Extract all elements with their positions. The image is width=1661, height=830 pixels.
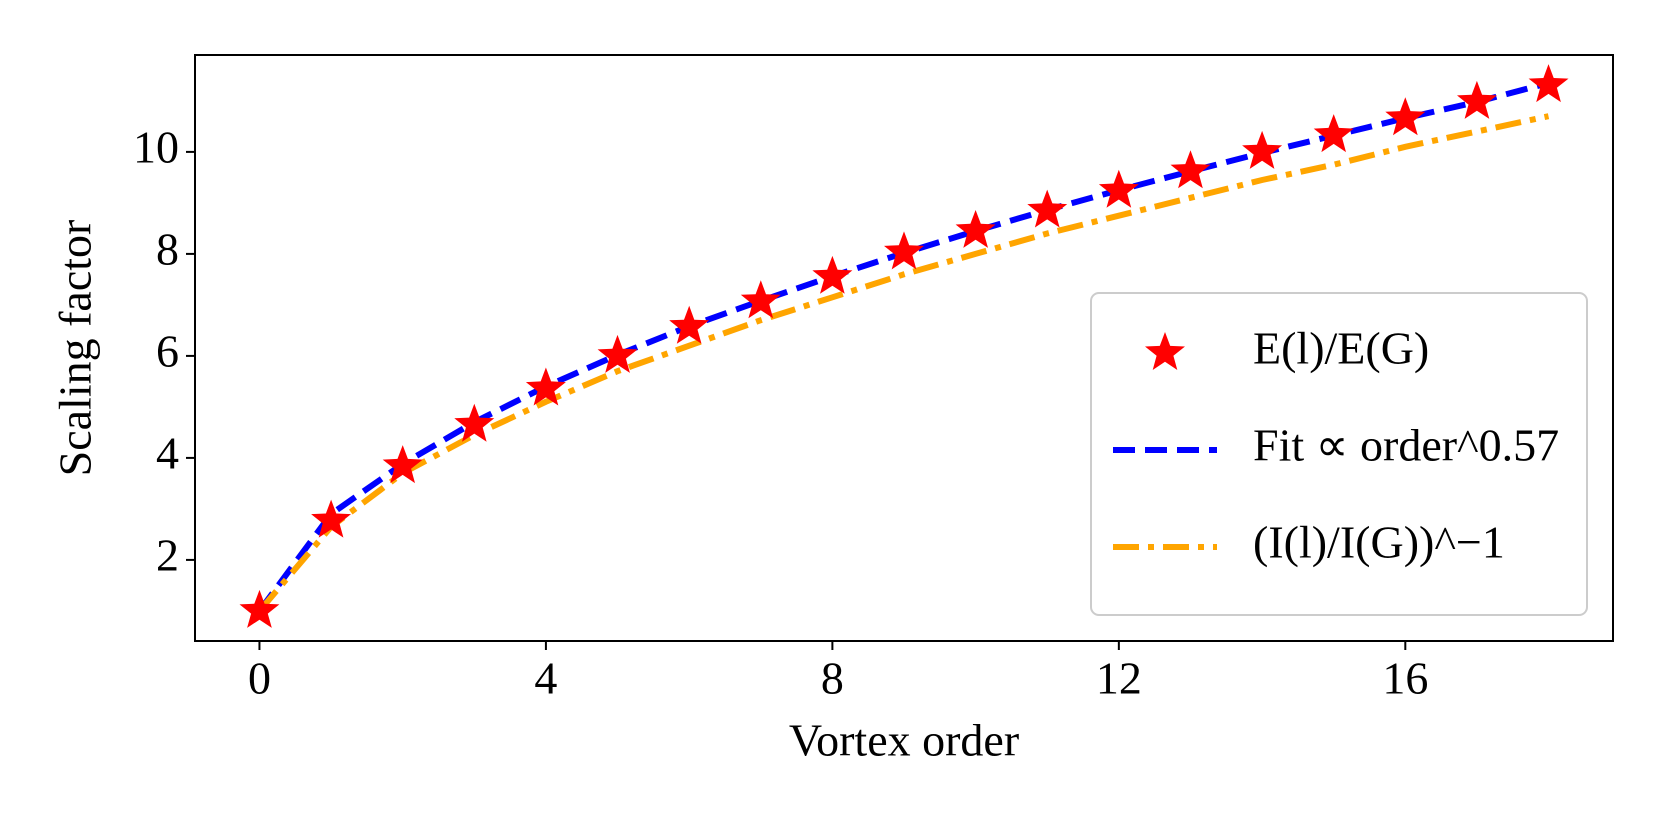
x-tick-label: 8 [821, 653, 844, 704]
x-tick-label: 0 [248, 653, 271, 704]
star-marker [1170, 150, 1211, 189]
star-marker [812, 255, 853, 294]
star-marker [740, 280, 781, 319]
star-marker [1098, 169, 1139, 208]
star-marker [1385, 97, 1426, 136]
x-tick-label: 12 [1096, 653, 1142, 704]
y-tick-label: 6 [156, 325, 179, 376]
legend-label: E(l)/E(G) [1253, 323, 1429, 374]
y-tick-label: 4 [156, 427, 179, 478]
star-marker [1242, 130, 1283, 169]
star-marker [1457, 80, 1497, 119]
star-marker [884, 231, 924, 270]
series-line [257, 113, 1550, 613]
x-axis-label: Vortex order [789, 715, 1019, 766]
legend-label: (I(l)/I(G))^−1 [1253, 517, 1505, 568]
x-tick-label: 4 [534, 653, 557, 704]
y-tick-label: 10 [133, 121, 179, 172]
star-marker [454, 403, 495, 442]
star-marker [1528, 64, 1569, 103]
star-marker [669, 305, 710, 344]
star-marker [382, 445, 423, 484]
x-tick-label: 16 [1382, 653, 1428, 704]
y-axis-label: Scaling factor [50, 220, 101, 477]
star-marker [311, 499, 351, 538]
star-marker [955, 210, 996, 248]
star-marker [597, 334, 638, 373]
star-marker [1313, 114, 1354, 153]
legend-label: Fit ∝ order^0.57 [1253, 420, 1559, 471]
legend-box [1090, 292, 1588, 616]
star-marker [1027, 189, 1068, 228]
legend-marker [1145, 332, 1185, 370]
plot-frame [194, 54, 1614, 642]
y-tick-label: 2 [156, 529, 179, 580]
y-tick-label: 8 [156, 223, 179, 274]
star-marker [525, 367, 566, 406]
star-marker [239, 589, 280, 628]
